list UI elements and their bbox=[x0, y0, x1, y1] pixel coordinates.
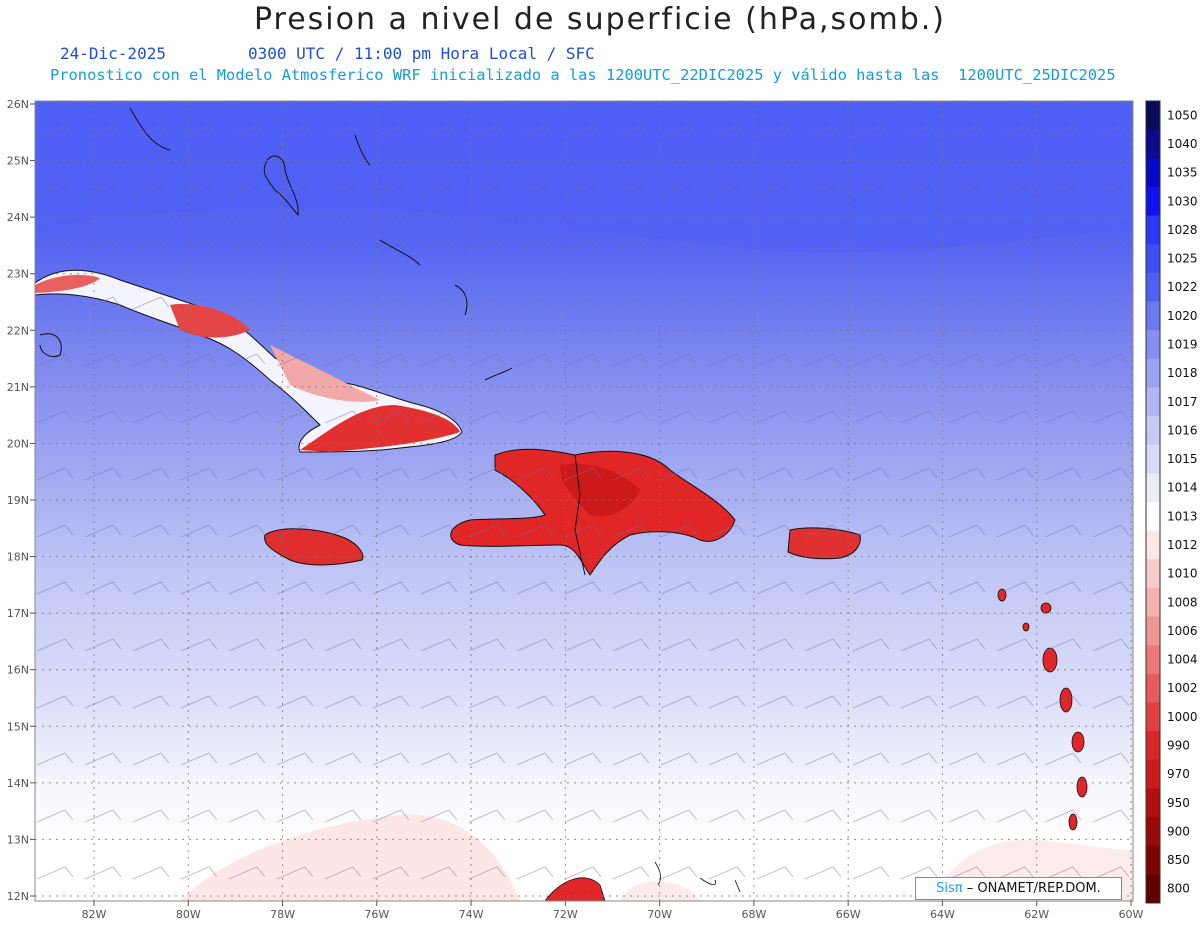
lon-tick-label: 80W bbox=[176, 908, 201, 921]
colorbar-level-label: 1006 bbox=[1167, 624, 1198, 638]
colorbar-level-label: 900 bbox=[1167, 824, 1190, 838]
colorbar-swatch bbox=[1146, 272, 1160, 302]
lon-tick-label: 74W bbox=[459, 908, 484, 921]
colorbar-swatch bbox=[1146, 731, 1160, 761]
colorbar-swatch bbox=[1146, 101, 1160, 131]
colorbar-level-label: 1017 bbox=[1167, 395, 1198, 409]
colorbar-swatch bbox=[1146, 129, 1160, 159]
forecast-date: 24-Dic-2025 bbox=[60, 44, 166, 63]
lat-tick-label: 13N bbox=[7, 833, 29, 846]
colorbar-swatch bbox=[1146, 645, 1160, 675]
colorbar-swatch bbox=[1146, 186, 1160, 217]
model-info-line: Pronostico con el Modelo Atmosferico WRF… bbox=[50, 66, 1116, 84]
colorbar-level-label: 1013 bbox=[1167, 509, 1198, 523]
colorbar-level-label: 1000 bbox=[1167, 710, 1198, 724]
colorbar-level-label: 1015 bbox=[1167, 452, 1198, 466]
colorbar-level-label: 1016 bbox=[1167, 423, 1198, 437]
colorbar-swatch bbox=[1146, 387, 1160, 417]
colorbar-level-label: 1028 bbox=[1167, 223, 1198, 237]
colorbar-level-label: 1040 bbox=[1167, 137, 1198, 151]
colorbar-swatch bbox=[1146, 673, 1160, 703]
colorbar-swatch bbox=[1146, 530, 1160, 560]
lat-tick-label: 19N bbox=[7, 494, 29, 507]
colorbar-swatch bbox=[1146, 788, 1160, 818]
lat-tick-label: 22N bbox=[7, 324, 29, 337]
colorbar-level-label: 1008 bbox=[1167, 595, 1198, 609]
lat-tick-label: 20N bbox=[7, 437, 29, 450]
colorbar-level-label: 1035 bbox=[1167, 166, 1198, 180]
colorbar-level-label: 800 bbox=[1167, 882, 1190, 896]
lon-tick-label: 76W bbox=[364, 908, 389, 921]
colorbar-level-label: 970 bbox=[1167, 767, 1190, 781]
lat-tick-label: 21N bbox=[7, 381, 29, 394]
colorbar-swatch bbox=[1146, 215, 1160, 245]
colorbar-level-label: 850 bbox=[1167, 853, 1190, 867]
map-title: Presion a nivel de superficie (hPa,somb.… bbox=[253, 2, 947, 37]
lat-tick-label: 17N bbox=[7, 607, 29, 620]
pressure-colorbar: 1050 1040 1035 1030 1028 1025 1022 1020 1019 1018… bbox=[1145, 100, 1198, 904]
colorbar-level-label: 1025 bbox=[1167, 252, 1198, 266]
colorbar-swatch bbox=[1146, 444, 1160, 474]
lat-tick-label: 12N bbox=[7, 890, 29, 903]
lon-tick-label: 62W bbox=[1024, 908, 1049, 921]
colorbar-swatch bbox=[1146, 817, 1160, 847]
colorbar-level-label: 950 bbox=[1167, 796, 1190, 810]
lon-tick-label: 60W bbox=[1119, 908, 1144, 921]
lat-tick-label: 24N bbox=[7, 211, 29, 224]
colorbar-level-label: 1018 bbox=[1167, 366, 1198, 380]
colorbar-swatch bbox=[1146, 158, 1160, 188]
colorbar-swatch bbox=[1146, 559, 1160, 589]
colorbar-swatch bbox=[1146, 358, 1160, 388]
forecast-time-line: 0300 UTC / 11:00 pm Hora Local / SFC bbox=[248, 44, 595, 63]
lat-tick-label: 15N bbox=[7, 720, 29, 733]
lat-tick-label: 26N bbox=[7, 98, 29, 111]
lon-tick-label: 78W bbox=[270, 908, 295, 921]
colorbar-swatch bbox=[1146, 874, 1160, 904]
colorbar-level-label: 1012 bbox=[1167, 538, 1198, 552]
colorbar-level-label: 1014 bbox=[1167, 481, 1198, 495]
credit-brand: Sisπ bbox=[936, 881, 963, 896]
lon-tick-label: 68W bbox=[741, 908, 766, 921]
colorbar-swatch bbox=[1146, 845, 1160, 875]
lon-tick-label: 72W bbox=[553, 908, 578, 921]
lon-tick-label: 64W bbox=[930, 908, 955, 921]
credit-org: – ONAMET/REP.DOM. bbox=[966, 881, 1101, 896]
colorbar-swatch bbox=[1146, 502, 1160, 532]
colorbar-level-label: 1004 bbox=[1167, 653, 1198, 667]
colorbar-swatch bbox=[1146, 244, 1160, 274]
lat-tick-label: 14N bbox=[7, 777, 29, 790]
lat-tick-label: 25N bbox=[7, 155, 29, 168]
colorbar-level-label: 1019 bbox=[1167, 337, 1198, 351]
colorbar-level-label: 1020 bbox=[1167, 309, 1198, 323]
colorbar-swatch bbox=[1146, 301, 1160, 331]
lat-tick-label: 16N bbox=[7, 664, 29, 677]
colorbar-level-label: 990 bbox=[1167, 738, 1190, 752]
credit-box: Sisπ – ONAMET/REP.DOM. bbox=[915, 877, 1122, 900]
lon-tick-label: 82W bbox=[82, 908, 107, 921]
colorbar-swatch bbox=[1146, 473, 1160, 503]
colorbar-swatch bbox=[1146, 587, 1160, 618]
colorbar-level-label: 1022 bbox=[1167, 280, 1198, 294]
lat-tick-label: 18N bbox=[7, 551, 29, 564]
colorbar-swatch bbox=[1146, 330, 1160, 360]
colorbar-level-label: 1002 bbox=[1167, 681, 1198, 695]
colorbar-swatch bbox=[1146, 416, 1160, 446]
map-plot-area bbox=[35, 101, 1133, 901]
colorbar-swatch bbox=[1146, 702, 1160, 732]
colorbar-level-label: 1010 bbox=[1167, 567, 1198, 581]
lat-tick-label: 23N bbox=[7, 268, 29, 281]
colorbar-level-label: 1030 bbox=[1167, 194, 1198, 208]
lon-tick-label: 70W bbox=[647, 908, 672, 921]
colorbar-level-label: 1050 bbox=[1167, 108, 1198, 122]
lon-tick-label: 66W bbox=[836, 908, 861, 921]
colorbar-swatch bbox=[1146, 759, 1160, 789]
colorbar-swatch bbox=[1146, 616, 1160, 646]
